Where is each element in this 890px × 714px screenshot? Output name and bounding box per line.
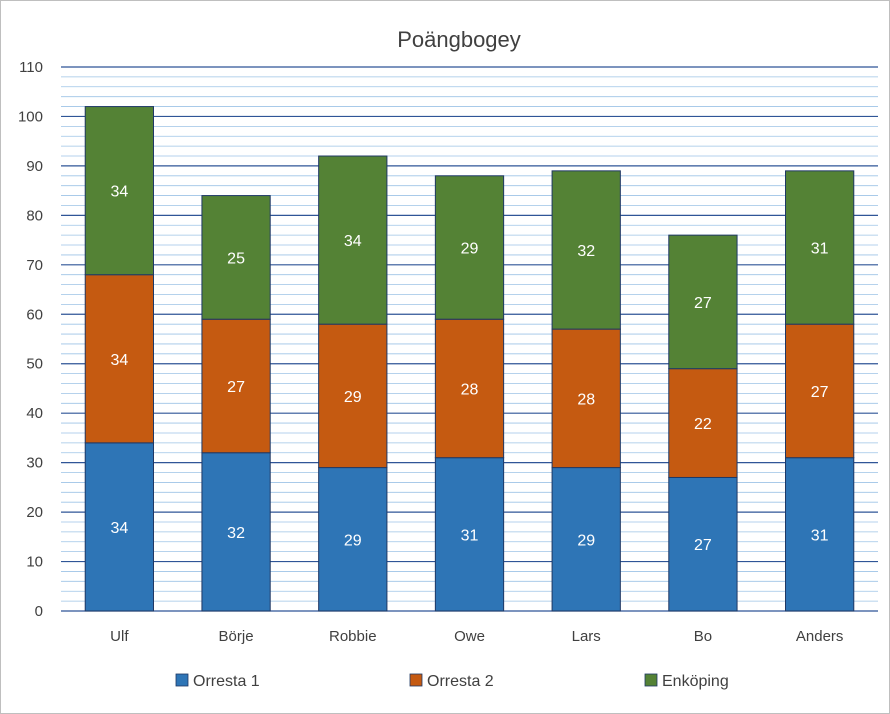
data-label: 29 [577,532,595,549]
bar-segment [434,457,505,612]
axes: 0 10 20 30 40 50 60 70 80 90 100 110 Ulf Börje Robbie O… [18,59,843,645]
bar-segment [201,318,271,454]
legend-swatch [409,673,423,687]
bar-segment [668,234,738,370]
y-tick-label: 20 [26,504,43,521]
bar-segment [318,155,388,325]
x-tick-label: Börje [219,628,254,645]
y-tick-label: 100 [18,108,43,125]
data-label: 29 [461,241,479,258]
y-tick-label: 50 [26,356,43,373]
y-tick-label: 30 [26,455,43,472]
data-label: 32 [577,243,595,260]
y-tick-label: 60 [26,306,43,323]
legend: Orresta 1 Orresta 2 Enköping [175,673,729,690]
data-label: 27 [811,384,829,401]
legend-label: Orresta 2 [427,673,494,690]
data-label: 32 [227,525,245,542]
legend-label: Enköping [662,673,729,690]
data-label: 29 [344,389,362,406]
data-label: 34 [110,184,128,201]
legend-label: Orresta 1 [193,673,260,690]
data-label: 27 [227,379,245,396]
x-tick-label: Robbie [329,628,377,645]
data-label: 27 [694,537,712,554]
bar-segment [318,323,388,469]
x-tick-label: Owe [454,628,485,645]
data-label: 27 [694,295,712,312]
data-label: 34 [110,520,128,537]
bar-segment [84,442,154,612]
data-label: 34 [344,233,362,250]
bar-segment [785,170,855,325]
y-tick-label: 80 [26,207,43,224]
bar-segment [551,170,621,330]
x-tick-label: Lars [572,628,601,645]
bar-segment [434,175,505,320]
data-label: 28 [577,391,595,408]
bar-segment [201,195,271,320]
bar-segment [201,452,271,612]
data-label: 28 [461,381,479,398]
y-tick-label: 40 [26,405,43,422]
y-tick-label: 90 [26,158,43,175]
bar-segment [551,328,621,469]
y-tick-label: 110 [19,59,43,76]
data-label: 29 [344,532,362,549]
y-tick-label: 10 [26,554,43,571]
bar-segment [84,274,154,444]
bar-segment [318,467,388,612]
legend-swatch [175,673,189,687]
bar-segment [668,476,738,612]
bar-segment [84,106,154,276]
legend-swatch [644,673,658,687]
y-tick-label: 0 [35,603,43,620]
data-label: 34 [110,352,128,369]
data-label: 31 [811,527,829,544]
x-tick-label: Anders [796,628,844,645]
bar-segment [551,467,621,612]
data-label: 22 [694,416,712,433]
chart-title: Poängbogey [397,27,521,52]
bars: 34 34 34 32 27 25 29 29 34 31 28 29 29 28 32 27 22 27 31 27… [84,106,855,612]
x-tick-label: Bo [694,628,712,645]
data-label: 31 [811,241,829,258]
data-label: 25 [227,250,245,267]
y-tick-label: 70 [26,257,43,274]
data-label: 31 [461,527,479,544]
x-tick-label: Ulf [110,628,129,645]
